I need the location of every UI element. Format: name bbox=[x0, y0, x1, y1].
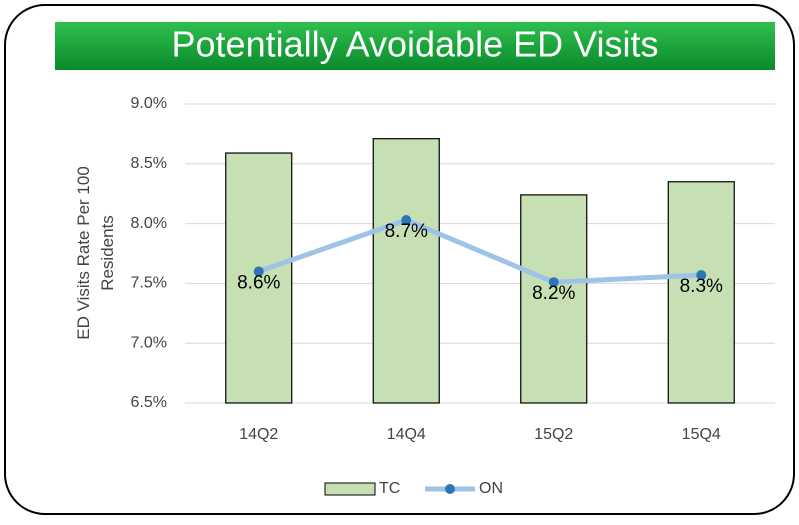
x-tick-label: 15Q4 bbox=[682, 426, 721, 443]
line-point bbox=[253, 266, 264, 277]
line bbox=[257, 217, 702, 285]
bar bbox=[520, 194, 588, 404]
data-label: 8.3% bbox=[680, 276, 723, 297]
y-tick-label: 9.0% bbox=[131, 95, 167, 112]
y-axis-label-line: ED Visits Rate Per 100 bbox=[74, 166, 93, 340]
y-tick-label: 6.5% bbox=[131, 394, 167, 411]
x-tick-label: 15Q2 bbox=[534, 426, 573, 443]
line-point bbox=[548, 277, 559, 288]
legend-swatch bbox=[324, 482, 376, 496]
x-tick-label: 14Q4 bbox=[387, 426, 426, 443]
y-tick-label: 7.0% bbox=[131, 334, 167, 351]
bar bbox=[667, 181, 735, 404]
y-axis-label: ED Visits Rate Per 100 Residents bbox=[74, 166, 117, 340]
legend-label: TC bbox=[379, 480, 400, 497]
bar bbox=[372, 138, 440, 404]
data-label: 8.7% bbox=[385, 221, 428, 242]
data-label: 8.6% bbox=[237, 272, 280, 293]
bar bbox=[225, 152, 293, 404]
line-point bbox=[696, 270, 707, 281]
data-label: 8.2% bbox=[532, 283, 575, 304]
line-point bbox=[401, 215, 412, 226]
chart-title: Potentially Avoidable ED Visits bbox=[172, 24, 659, 65]
legend-marker bbox=[445, 484, 455, 494]
x-tick-label: 14Q2 bbox=[239, 426, 278, 443]
legend-label: ON bbox=[479, 480, 503, 497]
title-banner bbox=[55, 22, 775, 70]
y-tick-label: 8.0% bbox=[131, 215, 167, 232]
y-axis-label-line: Residents bbox=[98, 215, 117, 291]
y-tick-label: 7.5% bbox=[131, 275, 167, 292]
y-tick-label: 8.5% bbox=[131, 155, 167, 172]
